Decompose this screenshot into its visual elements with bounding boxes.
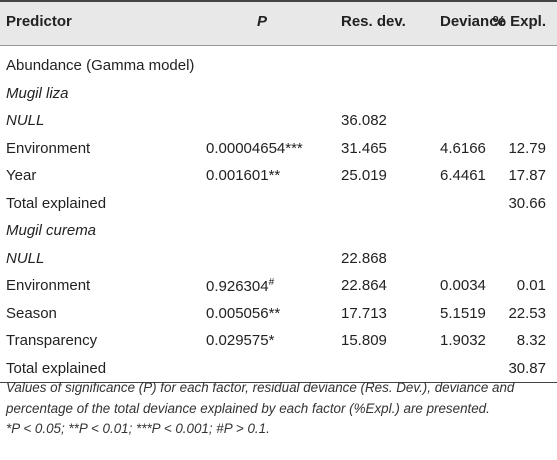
cell-p: 0.001601** (206, 167, 281, 184)
cell-predictor: Season (6, 304, 57, 322)
cell-res-dev: 22.868 (341, 249, 387, 267)
cell-p-value: 0.926304 (206, 278, 269, 295)
statistics-table: Predictor P Res. dev. Deviance % Expl. A… (0, 0, 557, 383)
cell-predictor: Mugil liza (6, 84, 69, 102)
cell-predictor: Year (6, 167, 37, 184)
table-row: Total explained 30.66 (0, 190, 557, 218)
table-row: Environment 0.926304# 22.864 0.0034 0.01 (0, 272, 557, 300)
cell-predictor: Total explained (6, 359, 107, 377)
table-row: Environment 0.00004654*** 31.465 4.6166 … (0, 135, 557, 163)
cell-res-dev: 22.864 (341, 277, 387, 294)
cell-predictor: Environment (6, 139, 91, 157)
cell-predictor: Transparency (6, 332, 98, 349)
footnote-line: Values of significance (P) for each fact… (6, 380, 515, 395)
footnote-line: *P < 0.05; **P < 0.01; ***P < 0.001; #P … (6, 421, 270, 436)
cell-predictor: Total explained (6, 194, 107, 212)
header-p: P (257, 13, 268, 30)
cell-p: 0.029575* (206, 332, 275, 349)
cell-p: 0.00004654*** (206, 139, 303, 157)
table-footnote: Values of significance (P) for each fact… (6, 378, 552, 440)
cell-res-dev: 17.713 (341, 304, 387, 322)
table-row: Mugil curema (0, 217, 557, 245)
cell-pct: 30.66 (508, 194, 546, 212)
header-pct-expl: % Expl. (492, 13, 546, 30)
cell-predictor: Environment (6, 277, 91, 294)
header-deviance: Deviance (440, 13, 506, 30)
table-row: Mugil liza (0, 80, 557, 108)
header-predictor: Predictor (6, 13, 72, 30)
cell-predictor: NULL (6, 112, 45, 129)
cell-pct: 22.53 (508, 304, 546, 322)
cell-res-dev: 25.019 (341, 167, 387, 184)
cell-pct: 30.87 (508, 359, 546, 377)
cell-res-dev: 36.082 (341, 112, 387, 129)
cell-predictor: Mugil curema (6, 222, 97, 239)
cell-pct: 8.32 (516, 332, 546, 349)
table-row: Year 0.001601** 25.019 6.4461 17.87 (0, 162, 557, 190)
table-row: NULL 36.082 (0, 107, 557, 135)
cell-p: 0.005056** (206, 304, 281, 322)
cell-pct: 0.01 (516, 277, 546, 294)
cell-p-marker: # (268, 277, 275, 288)
table-row: Season 0.005056** 17.713 5.1519 22.53 (0, 300, 557, 328)
cell-res-dev: 31.465 (341, 139, 387, 157)
cell-deviance: 6.4461 (440, 167, 486, 184)
cell-predictor: NULL (6, 249, 45, 267)
table-row: Total explained 30.87 (0, 355, 557, 383)
table-header: Predictor P Res. dev. Deviance % Expl. (0, 0, 557, 46)
cell-pct: 12.79 (508, 139, 546, 157)
header-res-dev: Res. dev. (341, 13, 406, 30)
cell-predictor: Abundance (Gamma model) (6, 57, 195, 74)
cell-deviance: 1.9032 (440, 332, 486, 349)
table-row: Transparency 0.029575* 15.809 1.9032 8.3… (0, 327, 557, 355)
cell-deviance: 0.0034 (440, 277, 486, 294)
cell-p: 0.926304# (206, 277, 274, 295)
cell-pct: 17.87 (508, 167, 546, 184)
cell-deviance: 5.1519 (440, 304, 486, 322)
cell-res-dev: 15.809 (341, 332, 387, 349)
footnote-line: percentage of the total deviance explain… (6, 400, 490, 416)
table-row: Abundance (Gamma model) (0, 52, 557, 80)
cell-deviance: 4.6166 (440, 139, 486, 157)
table-row: NULL 22.868 (0, 245, 557, 273)
